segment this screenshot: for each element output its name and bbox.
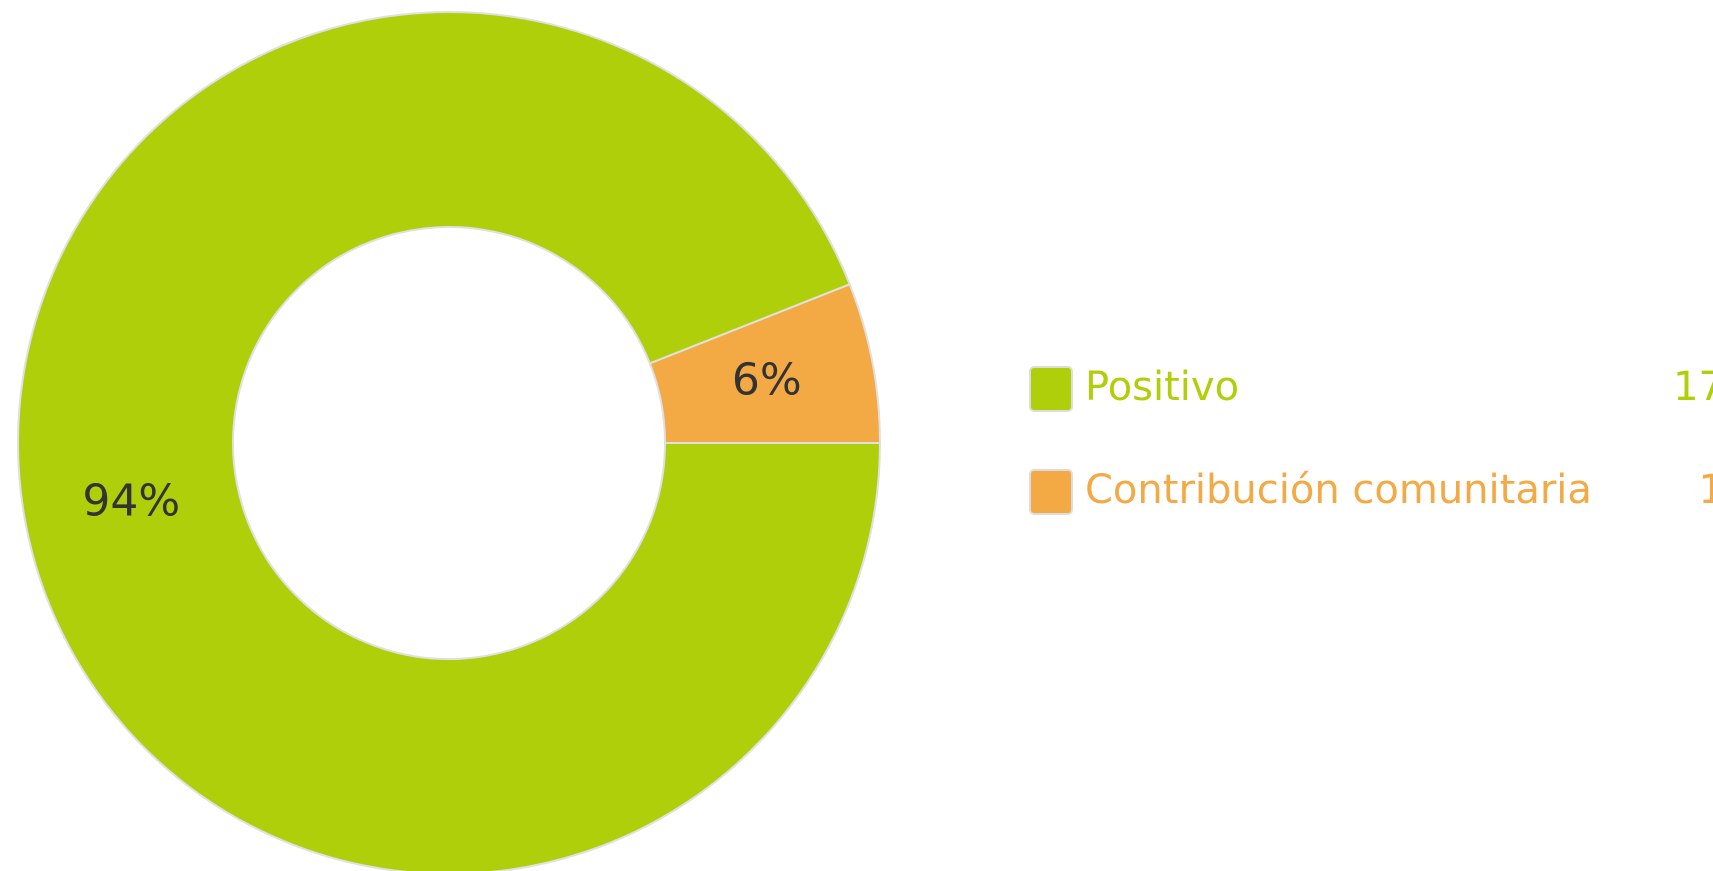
legend-label: Contribución comunitaria (1085, 467, 1592, 513)
slice (648, 283, 882, 444)
legend-label: Positivo (1085, 364, 1239, 410)
legend-swatch (1029, 469, 1073, 515)
legend-swatch (1029, 366, 1073, 412)
slice-label: 94% (82, 476, 180, 527)
legend-count: 17 (1673, 364, 1713, 410)
slice-label: 6% (732, 354, 802, 405)
slice (17, 11, 882, 871)
legend-count: 1 (1699, 467, 1713, 513)
